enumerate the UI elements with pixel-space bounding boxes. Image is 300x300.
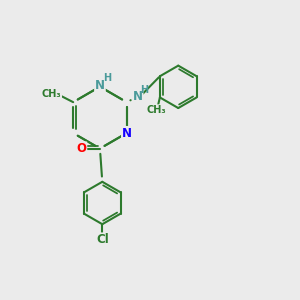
- Text: N: N: [95, 79, 105, 92]
- Text: N: N: [122, 127, 132, 140]
- Text: CH₃: CH₃: [42, 89, 62, 99]
- Text: H: H: [140, 85, 148, 95]
- Text: N: N: [122, 127, 132, 140]
- Text: CH₃: CH₃: [146, 105, 166, 115]
- Text: O: O: [77, 142, 87, 155]
- Text: N: N: [95, 80, 105, 93]
- Text: H: H: [103, 74, 111, 83]
- Text: N: N: [133, 90, 143, 103]
- Text: Cl: Cl: [96, 233, 109, 246]
